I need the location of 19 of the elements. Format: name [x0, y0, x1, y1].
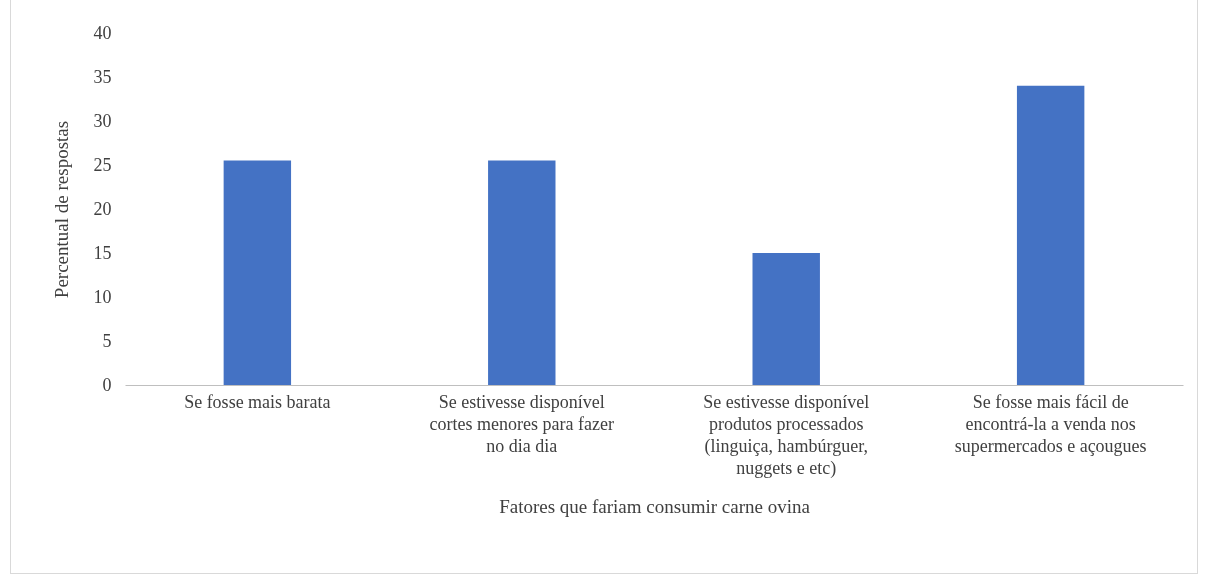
x-axis-title: Fatores que fariam consumir carne ovina: [499, 495, 811, 517]
y-tick-label: 25: [93, 154, 112, 175]
bar: [223, 160, 292, 385]
x-tick-label: Se estivesse disponível cortes menores para fazer no dia dia: [429, 391, 614, 456]
bar: [1016, 85, 1085, 385]
y-axis-title: Percentual de respostas: [50, 120, 72, 299]
bar: [752, 253, 820, 385]
x-tick-label: Se fosse mais barata: [184, 391, 331, 412]
y-tick-label: 40: [93, 22, 112, 43]
y-tick-label: 0: [102, 374, 112, 395]
y-tick-label: 30: [93, 110, 112, 131]
y-tick-label: 10: [93, 286, 112, 307]
x-tick-label: Se estivesse disponível produtos processados (linguiça, hambúrguer, nuggets e etc): [703, 391, 870, 479]
x-tick-label: Se fosse mais fácil de encontrá-la a venda nos supermercados e açougues: [954, 391, 1147, 456]
y-tick-label: 15: [93, 242, 112, 263]
y-tick-label: 20: [93, 198, 112, 219]
bar: [488, 160, 556, 385]
y-tick-label: 5: [102, 330, 112, 351]
y-tick-label: 35: [93, 66, 112, 87]
